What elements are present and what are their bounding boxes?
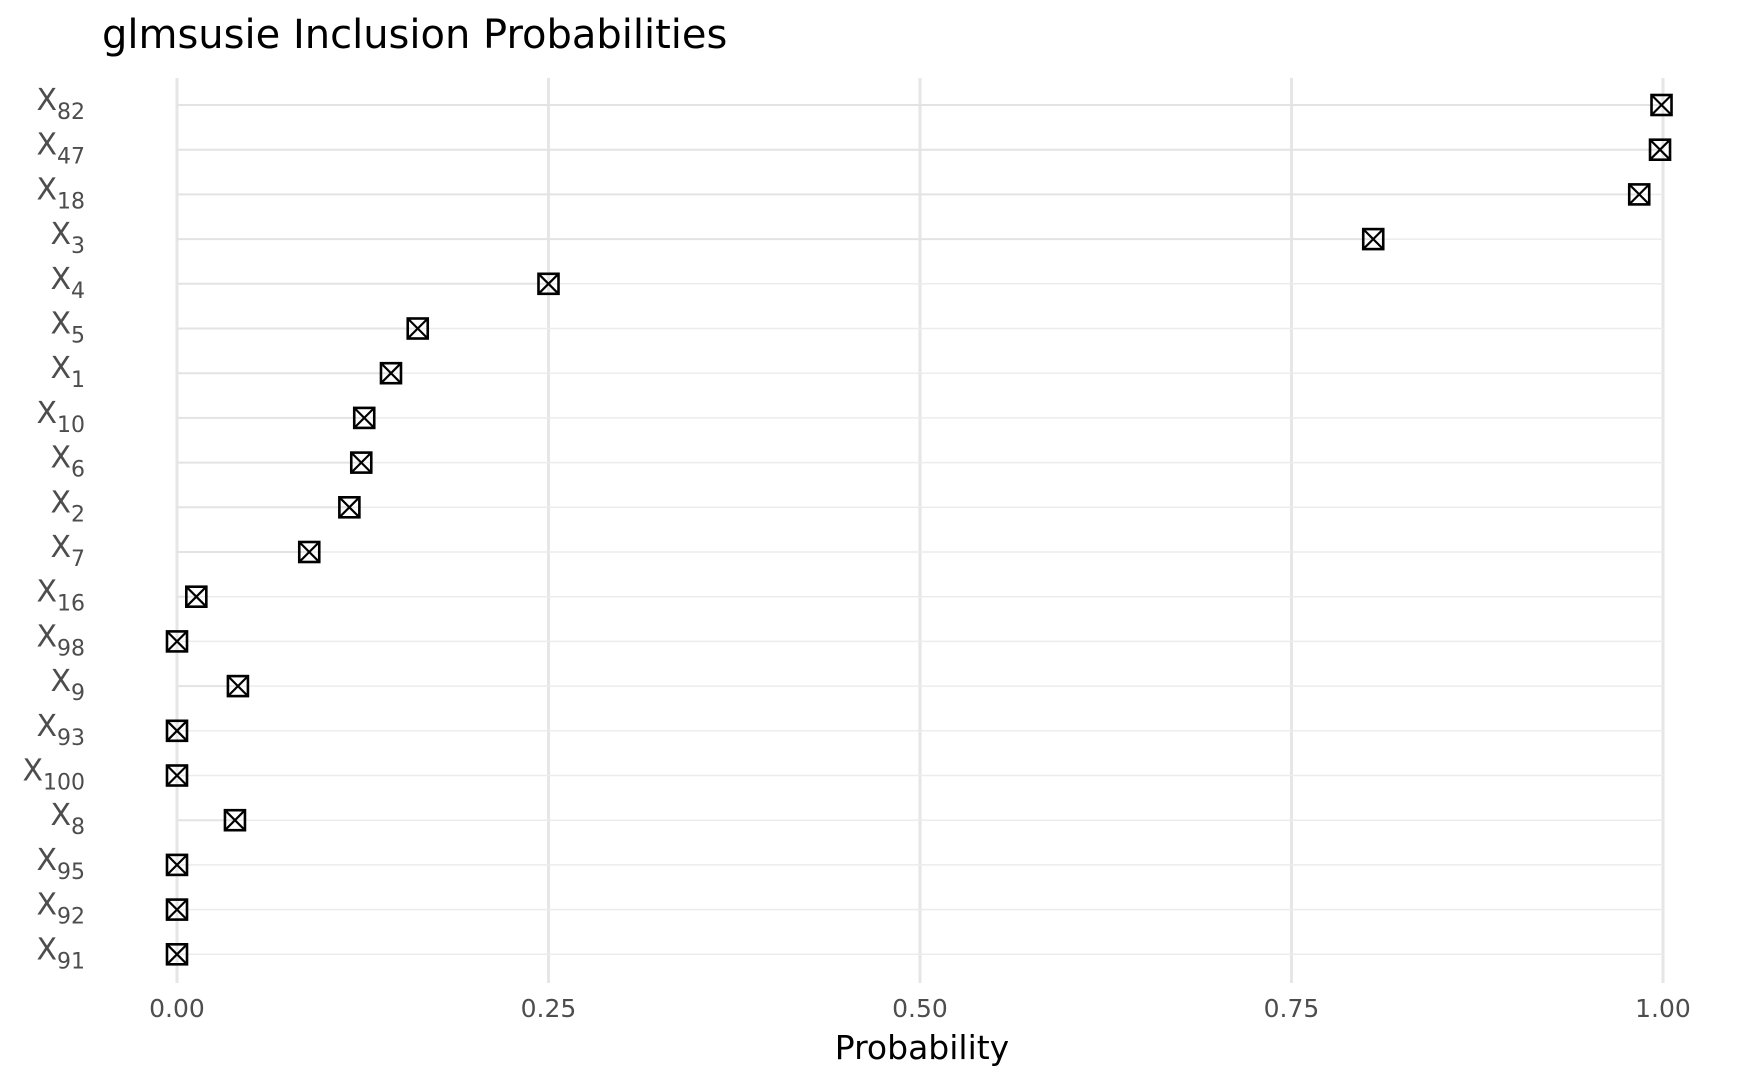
y-tick-label: X93 bbox=[36, 709, 85, 751]
y-tick-label: X18 bbox=[36, 172, 85, 214]
y-tick-label: X2 bbox=[50, 485, 85, 527]
chart-title: glmsusie Inclusion Probabilities bbox=[102, 12, 727, 58]
data-point bbox=[352, 406, 376, 430]
y-tick-label: X100 bbox=[22, 754, 85, 796]
y-tick-label: X10 bbox=[36, 396, 85, 438]
x-tick-label: 1.00 bbox=[1635, 994, 1691, 1023]
x-tick-label: 0.75 bbox=[1264, 994, 1320, 1023]
data-point bbox=[165, 942, 189, 966]
y-tick-label: X5 bbox=[50, 307, 85, 349]
y-tick-label: X98 bbox=[36, 619, 85, 661]
data-point bbox=[1361, 227, 1385, 251]
gridlines bbox=[175, 78, 1665, 983]
data-point bbox=[185, 585, 208, 609]
y-tick-label: X92 bbox=[36, 888, 85, 930]
y-tick-label: X9 bbox=[50, 664, 85, 706]
data-point bbox=[226, 674, 250, 698]
data-point bbox=[165, 853, 189, 877]
y-tick-label: X6 bbox=[50, 441, 85, 483]
y-tick-label: X8 bbox=[50, 798, 85, 840]
y-tick-label: X91 bbox=[36, 932, 85, 974]
data-point bbox=[223, 808, 247, 832]
y-tick-label: X4 bbox=[50, 262, 85, 304]
data-point bbox=[165, 898, 189, 921]
x-tick-label: 0.50 bbox=[892, 994, 948, 1023]
y-axis-labels: X82X47X18X3X4X5X1X10X6X2X7X16X98X9X93X10… bbox=[22, 83, 85, 974]
y-tick-label: X16 bbox=[36, 575, 85, 617]
data-point bbox=[338, 495, 361, 519]
data-point bbox=[379, 361, 403, 385]
data-point bbox=[1627, 183, 1651, 206]
y-tick-label: X1 bbox=[50, 351, 85, 393]
y-tick-label: X82 bbox=[36, 83, 85, 125]
y-tick-label: X47 bbox=[36, 128, 85, 170]
y-tick-label: X95 bbox=[36, 843, 85, 885]
data-point bbox=[165, 630, 189, 653]
data-point bbox=[1648, 138, 1672, 161]
x-tick-label: 0.00 bbox=[149, 994, 205, 1023]
x-axis-tick-labels: 0.00 0.25 0.50 0.75 1.00 bbox=[149, 994, 1691, 1023]
data-point bbox=[297, 540, 321, 564]
data-point bbox=[537, 272, 560, 296]
y-tick-label: X7 bbox=[50, 530, 85, 572]
x-axis-title: Probability bbox=[835, 1028, 1009, 1067]
data-point bbox=[406, 317, 430, 340]
data-point bbox=[165, 719, 189, 743]
data-point bbox=[349, 451, 373, 474]
x-tick-label: 0.25 bbox=[521, 994, 577, 1023]
data-point bbox=[165, 764, 189, 787]
y-tick-label: X3 bbox=[50, 217, 85, 259]
data-points bbox=[165, 93, 1673, 966]
data-point bbox=[1650, 93, 1673, 117]
